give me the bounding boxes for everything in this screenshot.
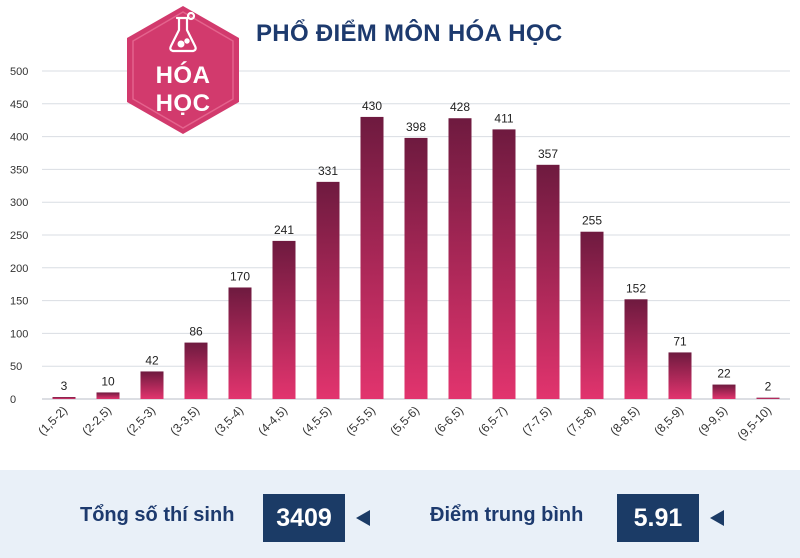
badge-line-1: HÓA: [155, 62, 211, 89]
bar: [668, 352, 692, 399]
x-tick-label: (3-3,5): [167, 403, 202, 438]
data-label: 331: [318, 164, 338, 178]
average-pointer-icon: [710, 510, 724, 526]
y-tick-label: 500: [10, 66, 28, 78]
data-label: 357: [538, 147, 558, 161]
bar: [448, 118, 472, 400]
data-label: 170: [230, 269, 250, 283]
y-tick-label: 450: [10, 99, 28, 111]
data-label: 10: [101, 374, 115, 388]
data-label: 411: [494, 111, 513, 125]
data-label: 398: [406, 120, 426, 134]
total-candidates-label: Tổng số thí sinh: [80, 504, 235, 526]
data-label: 3: [61, 379, 68, 393]
data-label: 42: [145, 353, 159, 367]
x-tick-label: (4,5-5): [299, 403, 334, 438]
data-label: 2: [765, 380, 772, 394]
bar: [96, 392, 120, 399]
total-pointer-icon: [356, 510, 370, 526]
x-tick-label: (8,5-9): [651, 403, 686, 438]
chart-title: PHỔ ĐIỂM MÔN HÓA HỌC: [256, 20, 563, 47]
y-tick-label: 250: [10, 230, 28, 242]
bar: [52, 397, 76, 399]
x-tick-label: (6-6,5): [431, 403, 466, 438]
data-label: 255: [582, 214, 602, 228]
subject-badge: HÓA HỌC: [127, 6, 239, 134]
bar: [624, 299, 648, 399]
bar: [492, 129, 516, 399]
x-tick-label: (7-7,5): [519, 403, 554, 438]
bar: [536, 164, 560, 399]
data-label: 152: [626, 281, 646, 295]
x-tick-label: (7,5-8): [563, 403, 598, 438]
x-tick-label: (5-5,5): [343, 403, 378, 438]
y-tick-label: 400: [10, 132, 28, 144]
chemistry-flask-icon: [169, 11, 197, 53]
x-tick-label: (1,5-2): [35, 403, 70, 438]
data-label: 22: [717, 367, 731, 381]
bar: [272, 240, 296, 399]
y-tick-label: 0: [10, 394, 16, 406]
bar: [712, 384, 736, 399]
data-label: 241: [274, 223, 294, 237]
y-tick-label: 150: [10, 296, 28, 308]
bar: [184, 342, 208, 399]
y-tick-label: 200: [10, 263, 28, 275]
x-tick-label: (3,5-4): [211, 403, 246, 438]
bar: [756, 397, 780, 399]
x-tick-label: (2-2,5): [79, 403, 114, 438]
average-score-label: Điểm trung bình: [430, 504, 584, 526]
bar: [228, 287, 252, 399]
data-label: 86: [189, 325, 203, 339]
x-tick-label: (6,5-7): [475, 403, 510, 438]
average-score-value: 5.91: [617, 494, 699, 542]
bar: [580, 231, 604, 399]
data-label: 430: [362, 99, 382, 113]
bar: [360, 116, 384, 400]
badge-line-2: HỌC: [155, 90, 211, 117]
bar-chart: 0 50 100 150 200 250 300 350 400 450 500 3 (1,5-2) 1…: [10, 66, 790, 443]
y-tick-label: 350: [10, 164, 28, 176]
x-tick-label: (9,5-10): [735, 403, 775, 443]
x-tick-label: (5,5-6): [387, 403, 422, 438]
data-label: 428: [450, 100, 470, 114]
total-candidates-value: 3409: [263, 494, 345, 542]
summary-footer: Tổng số thí sinh 3409 Điểm trung bình 5.…: [0, 470, 800, 558]
y-tick-label: 300: [10, 197, 28, 209]
bar: [316, 181, 340, 399]
chart-area: 0 50 100 150 200 250 300 350 400 450 500 3 (1,5-2) 1…: [10, 6, 790, 443]
x-tick-label: (8-8,5): [607, 403, 642, 438]
data-label: 71: [673, 334, 687, 348]
x-tick-label: (4-4,5): [255, 403, 290, 438]
x-tick-label: (2,5-3): [123, 403, 158, 438]
bar: [140, 371, 164, 399]
x-tick-label: (9-9,5): [695, 403, 730, 438]
bar: [404, 137, 428, 400]
y-tick-label: 50: [10, 361, 22, 373]
y-tick-label: 100: [10, 328, 28, 340]
